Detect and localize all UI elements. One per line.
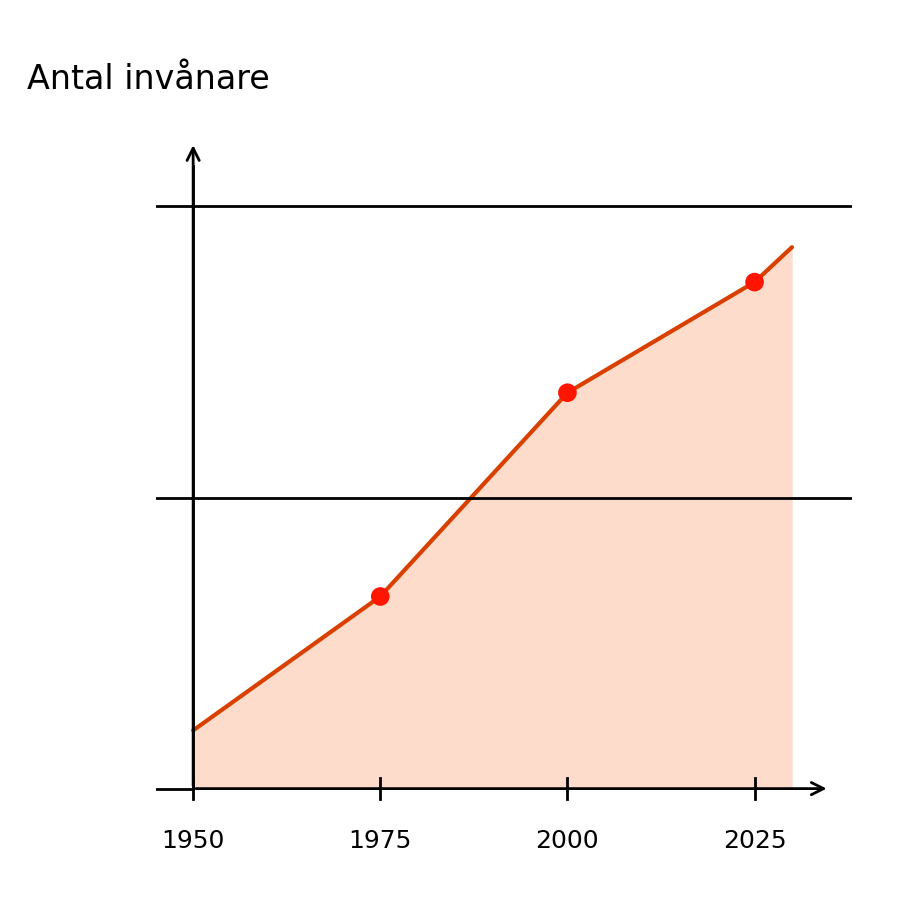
Point [747, 275, 762, 289]
Point [373, 589, 387, 604]
Text: 1950: 1950 [161, 829, 224, 854]
Text: 2025: 2025 [723, 829, 786, 854]
Text: Antal invånare: Antal invånare [27, 63, 270, 96]
Text: 1975: 1975 [349, 829, 412, 854]
Polygon shape [193, 247, 792, 789]
Text: 2000: 2000 [536, 829, 599, 854]
Point [560, 386, 574, 400]
